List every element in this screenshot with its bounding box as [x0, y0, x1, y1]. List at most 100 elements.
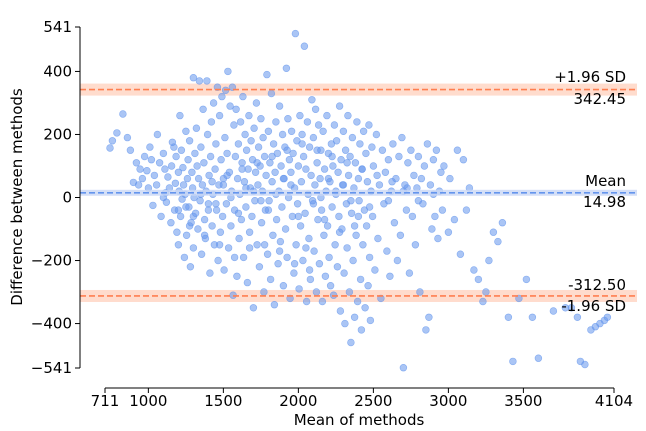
data-point [189, 244, 198, 252]
data-point [189, 212, 198, 221]
data-point [423, 140, 432, 148]
data-point [251, 168, 260, 177]
data-point [260, 241, 269, 249]
data-point [365, 253, 374, 262]
data-point [224, 67, 232, 76]
data-point [257, 219, 266, 227]
data-point [372, 130, 381, 139]
data-point [197, 250, 206, 258]
data-point [446, 174, 454, 183]
data-point [428, 225, 436, 233]
data-point [211, 165, 219, 173]
data-point [294, 212, 303, 221]
data-point [264, 127, 273, 136]
data-point [231, 152, 240, 161]
data-point [218, 92, 226, 101]
data-point [318, 297, 327, 306]
data-point [185, 222, 194, 230]
data-point [408, 212, 417, 221]
mean-band [80, 189, 637, 196]
mean-value: 14.98 [583, 193, 626, 211]
data-point [361, 304, 369, 312]
data-point [345, 288, 354, 296]
data-point [180, 253, 189, 262]
data-point [337, 156, 345, 164]
data-point [356, 140, 364, 148]
data-point [159, 149, 168, 158]
data-point [270, 301, 279, 309]
data-point [200, 215, 209, 224]
data-point [241, 130, 249, 139]
data-point [248, 212, 256, 221]
data-point [153, 130, 162, 139]
data-point [289, 149, 297, 158]
data-point [206, 152, 215, 161]
data-point [355, 197, 363, 205]
data-point [279, 282, 288, 290]
data-point [374, 234, 382, 243]
data-point [509, 357, 517, 366]
data-point [390, 219, 399, 227]
data-point [136, 165, 144, 173]
data-point [155, 159, 164, 167]
data-point [268, 152, 276, 161]
data-point [177, 146, 186, 154]
data-point [182, 203, 190, 211]
data-point [233, 174, 242, 183]
data-point [172, 152, 180, 161]
reference-lines [80, 88, 637, 297]
data-point [149, 201, 157, 210]
data-point [108, 137, 117, 145]
data-point [334, 168, 342, 177]
data-point [219, 181, 228, 189]
data-point [237, 215, 246, 224]
data-point [226, 102, 234, 110]
data-point [325, 253, 333, 262]
data-point [407, 146, 415, 154]
data-point [194, 174, 203, 183]
data-point [247, 137, 255, 145]
lower-limit-value: -312.50 [568, 276, 626, 294]
data-point [152, 181, 161, 189]
scatter-points [106, 29, 612, 372]
data-point [354, 174, 363, 183]
data-point [161, 165, 169, 173]
data-point [192, 124, 201, 132]
y-tick-label: −541 [31, 359, 72, 377]
data-point [176, 111, 184, 120]
data-point [282, 64, 291, 73]
data-point [174, 168, 183, 177]
data-point [257, 197, 265, 205]
data-point [123, 133, 132, 142]
data-point [581, 360, 589, 369]
data-point [410, 171, 418, 180]
data-point [204, 200, 213, 208]
data-point [308, 96, 316, 104]
data-point [206, 269, 214, 277]
data-point [212, 200, 220, 208]
x-tick-label: 711 [91, 392, 120, 410]
data-point [351, 159, 360, 167]
data-point [429, 156, 438, 164]
y-tick-label: −200 [31, 252, 72, 270]
data-point [319, 127, 327, 136]
data-point [204, 206, 213, 214]
data-point [297, 178, 306, 186]
data-point [298, 130, 306, 139]
data-point [453, 146, 462, 154]
x-tick-label: 1000 [129, 392, 167, 410]
data-point [113, 129, 121, 137]
data-point [253, 241, 261, 249]
data-point [199, 105, 207, 114]
data-point [205, 171, 213, 180]
data-point [212, 206, 221, 214]
data-point [470, 266, 478, 274]
data-point [312, 288, 321, 296]
lower-limit-band [80, 289, 637, 302]
data-point [215, 241, 224, 249]
data-point [245, 111, 253, 120]
data-point [126, 146, 135, 154]
data-point [275, 247, 284, 255]
data-point [331, 241, 339, 249]
upper-limit-label: +1.96 SD [554, 68, 626, 86]
